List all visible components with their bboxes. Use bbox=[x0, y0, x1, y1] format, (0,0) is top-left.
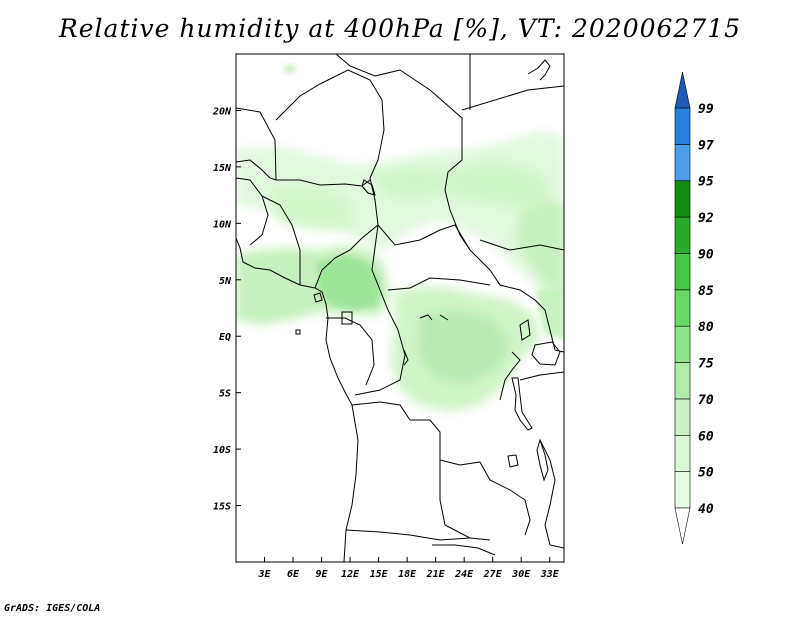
border-chad-car bbox=[377, 224, 471, 251]
colorbar-box bbox=[674, 253, 691, 291]
lake-mweru bbox=[507, 454, 519, 468]
colorbar-label: 70 bbox=[698, 393, 714, 408]
humidity-region-west bbox=[270, 185, 355, 230]
border-zambia-south bbox=[432, 544, 496, 556]
border-congo-drc bbox=[354, 309, 406, 396]
humidity-region-cameroon-max bbox=[318, 255, 380, 310]
border-niger-nigeria bbox=[276, 179, 371, 187]
colorbar-label: 95 bbox=[698, 175, 714, 190]
lat-tick-label: 15S bbox=[213, 502, 231, 513]
river-mark-1 bbox=[419, 314, 433, 321]
colorbar-arrow-top bbox=[674, 71, 691, 109]
colorbar-box bbox=[674, 471, 691, 509]
border-drc-zambia bbox=[479, 461, 531, 536]
humidity-region-east bbox=[535, 285, 564, 340]
colorbar-box bbox=[674, 362, 691, 400]
lon-tick-label: 21E bbox=[426, 569, 446, 580]
coastline-red-sea bbox=[527, 59, 551, 81]
lon-tick-label: 12E bbox=[341, 569, 360, 580]
island-bioko bbox=[313, 292, 323, 303]
lon-tick-label: 33E bbox=[540, 569, 560, 580]
colorbar-label: 50 bbox=[698, 466, 714, 481]
humidity-region-small-patch bbox=[284, 64, 296, 74]
lon-tick-label: 3E bbox=[257, 569, 271, 580]
colorbar-box bbox=[674, 144, 691, 182]
map-title: Relative humidity at 400hPa [%], VT: 202… bbox=[58, 14, 742, 43]
border-west-1 bbox=[236, 177, 269, 246]
colorbar-label: 97 bbox=[698, 138, 714, 153]
map-frame bbox=[235, 53, 565, 563]
colorbar: 40 50 60 70 75 80 85 90 92 95 97 99 bbox=[674, 71, 714, 545]
lon-tick-label: 15E bbox=[370, 569, 389, 580]
colorbar-label: 99 bbox=[698, 102, 714, 117]
lat-tick-label: 5S bbox=[219, 389, 231, 400]
colorbar-label: 40 bbox=[698, 502, 714, 517]
border-west-2 bbox=[261, 195, 301, 285]
colorbar-box bbox=[674, 216, 691, 254]
colorbar-box bbox=[674, 289, 691, 327]
lake-chad bbox=[361, 179, 376, 196]
border-algeria-libya bbox=[335, 54, 463, 160]
humidity-shading bbox=[236, 64, 564, 412]
lat-tick-label: 5N bbox=[219, 276, 232, 287]
colorbar-box bbox=[674, 107, 691, 145]
border-chad-sudan bbox=[444, 159, 471, 251]
border-rwanda bbox=[499, 351, 521, 401]
lat-tick-label: 15N bbox=[213, 163, 232, 174]
lon-tick-label: 30E bbox=[511, 569, 531, 580]
border-angola-north bbox=[351, 401, 481, 466]
humidity-region-sahel-core bbox=[370, 160, 552, 210]
border-mali-algeria bbox=[236, 107, 277, 181]
lon-tick-label: 24E bbox=[454, 569, 474, 580]
colorbar-arrow-bottom bbox=[674, 507, 691, 545]
colorbar-box bbox=[674, 325, 691, 363]
colorbar-label: 75 bbox=[698, 357, 714, 372]
border-sudan-south-sudan bbox=[479, 239, 564, 251]
lat-tick-label: EQ bbox=[219, 332, 231, 343]
lat-tick-label: 20N bbox=[212, 106, 232, 117]
lake-albert bbox=[519, 319, 531, 341]
island-sao-tome bbox=[295, 329, 301, 335]
river-mark-2 bbox=[439, 314, 449, 321]
humidity-region-congo-core bbox=[418, 310, 510, 385]
lake-tanganyika bbox=[511, 377, 533, 431]
lon-tick-label: 18E bbox=[398, 569, 417, 580]
lon-tick-label: 9E bbox=[316, 569, 329, 580]
lon-tick-label: 6E bbox=[287, 569, 300, 580]
lat-tick-label: 10S bbox=[213, 445, 231, 456]
border-nigeria-cameroon bbox=[314, 224, 379, 289]
colorbar-box bbox=[674, 398, 691, 436]
country-borders bbox=[236, 54, 564, 562]
border-algeria-niger bbox=[275, 69, 385, 179]
border-west-3 bbox=[236, 159, 277, 181]
coastline-cabinda bbox=[341, 311, 353, 325]
lat-tick-label: 10N bbox=[213, 219, 232, 230]
border-car-south-sudan bbox=[469, 249, 536, 301]
colorbar-label: 92 bbox=[698, 211, 714, 226]
grads-credit: GrADS: IGES/COLA bbox=[4, 603, 101, 614]
lake-malawi bbox=[536, 438, 549, 482]
border-tanzania bbox=[519, 371, 564, 381]
lon-tick-label: 27E bbox=[483, 569, 503, 580]
colorbar-label: 90 bbox=[698, 247, 714, 262]
colorbar-box bbox=[674, 434, 691, 472]
border-angola-zambia bbox=[439, 460, 491, 541]
border-east-south bbox=[539, 439, 564, 549]
colorbar-label: 80 bbox=[698, 320, 714, 335]
axis-ticks: 3E 6E 9E 12E 15E 18E 21E 24E 27E 30E 33E 20N 15N 10N 5… bbox=[212, 106, 560, 580]
colorbar-box bbox=[674, 180, 691, 218]
border-egypt-sudan bbox=[461, 85, 564, 111]
lake-victoria bbox=[531, 341, 561, 366]
border-uganda-kenya bbox=[534, 299, 564, 353]
border-cameroon-car bbox=[371, 224, 389, 311]
colorbar-label: 60 bbox=[698, 429, 714, 444]
border-angola-namibia bbox=[345, 529, 471, 541]
border-car-drc bbox=[387, 277, 491, 291]
colorbar-label: 85 bbox=[698, 284, 714, 299]
river-mark-3 bbox=[403, 349, 409, 366]
border-gabon bbox=[326, 317, 375, 386]
